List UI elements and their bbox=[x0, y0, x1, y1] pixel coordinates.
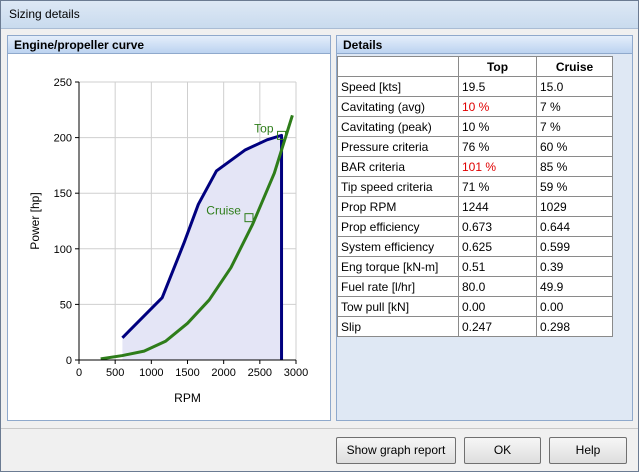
engine-propeller-chart: 0 500 1000 1500 2000 2500 3000050100150200250 … bbox=[28, 77, 308, 405]
x-tick-label: 0 bbox=[76, 367, 82, 379]
y-tick-label: 250 bbox=[54, 77, 72, 89]
engine-propeller-panel: Engine/propeller curve 0 500 1000 1500 2000 2… bbox=[7, 35, 331, 421]
row-top-value: 0.625 bbox=[458, 236, 537, 257]
row-label: Tow pull [kN] bbox=[337, 296, 459, 317]
x-axis-label: RPM bbox=[174, 391, 201, 405]
row-top-value: 80.0 bbox=[458, 276, 537, 297]
x-tick-label: 1500 bbox=[175, 367, 199, 379]
y-axis-label: Power [hp] bbox=[28, 192, 42, 249]
row-label: Cavitating (peak) bbox=[337, 116, 459, 137]
row-label: Fuel rate [l/hr] bbox=[337, 276, 459, 297]
propeller-curve-line bbox=[100, 114, 294, 361]
x-tick-label: 2000 bbox=[211, 367, 235, 379]
row-label: Prop RPM bbox=[337, 196, 459, 217]
details-row: Eng torque [kN-m] 0.51 0.39 bbox=[337, 256, 613, 277]
details-row: Fuel rate [l/hr] 80.0 49.9 bbox=[337, 276, 613, 297]
row-top-value: 0.247 bbox=[458, 316, 537, 337]
row-label: Eng torque [kN-m] bbox=[337, 256, 459, 277]
details-row: Speed [kts] 19.5 15.0 bbox=[337, 76, 613, 97]
row-cruise-value: 49.9 bbox=[536, 276, 613, 297]
row-label: System efficiency bbox=[337, 236, 459, 257]
y-tick-label: 0 bbox=[66, 355, 72, 367]
window-title: Sizing details bbox=[1, 1, 638, 29]
row-top-value: 19.5 bbox=[458, 76, 537, 97]
operating-point-label: Top bbox=[254, 121, 274, 135]
operating-point-marker bbox=[277, 130, 287, 140]
row-top-value: 71 % bbox=[458, 176, 537, 197]
details-row: Tow pull [kN] 0.00 0.00 bbox=[337, 296, 613, 317]
row-top-value: 101 % bbox=[458, 156, 537, 177]
y-tick-label: 200 bbox=[54, 133, 72, 145]
details-row: Pressure criteria 76 % 60 % bbox=[337, 136, 613, 157]
row-label: Tip speed criteria bbox=[337, 176, 459, 197]
column-header-cruise: Cruise bbox=[536, 56, 613, 77]
row-label: Slip bbox=[337, 316, 459, 337]
details-row: Prop efficiency 0.673 0.644 bbox=[337, 216, 613, 237]
x-tick-label: 2500 bbox=[248, 367, 272, 379]
details-row: Slip 0.247 0.298 bbox=[337, 316, 613, 337]
y-tick-label: 150 bbox=[54, 188, 72, 200]
y-tick-label: 50 bbox=[60, 299, 72, 311]
chart-panel-title: Engine/propeller curve bbox=[7, 35, 331, 54]
row-top-value: 0.00 bbox=[458, 296, 537, 317]
operating-point-label: Cruise bbox=[206, 204, 241, 218]
row-cruise-value: 0.644 bbox=[536, 216, 613, 237]
row-cruise-value: 15.0 bbox=[536, 76, 613, 97]
details-panel-title: Details bbox=[336, 35, 633, 54]
row-cruise-value: 0.298 bbox=[536, 316, 613, 337]
engine-curve-line bbox=[121, 133, 284, 360]
y-tick-label: 100 bbox=[54, 244, 72, 256]
row-top-value: 0.673 bbox=[458, 216, 537, 237]
help-button[interactable]: Help bbox=[549, 437, 627, 464]
details-row: Tip speed criteria 71 % 59 % bbox=[337, 176, 613, 197]
row-cruise-value: 0.599 bbox=[536, 236, 613, 257]
row-cruise-value: 7 % bbox=[536, 116, 613, 137]
column-header-top: Top bbox=[458, 56, 537, 77]
row-cruise-value: 0.00 bbox=[536, 296, 613, 317]
x-tick-label: 3000 bbox=[284, 367, 308, 379]
details-table: Top Cruise Speed [kts] 19.5 15.0 Cavitating… bbox=[337, 56, 613, 337]
details-row: Cavitating (peak) 10 % 7 % bbox=[337, 116, 613, 137]
details-row: Prop RPM 1244 1029 bbox=[337, 196, 613, 217]
row-label: Cavitating (avg) bbox=[337, 96, 459, 117]
x-tick-label: 1000 bbox=[139, 367, 163, 379]
details-row: Cavitating (avg) 10 % 7 % bbox=[337, 96, 613, 117]
show-graph-report-button[interactable]: Show graph report bbox=[336, 437, 456, 464]
details-panel: Details Top Cruise Speed [kts] 19.5 15.0 Ca… bbox=[336, 35, 633, 421]
row-cruise-value: 59 % bbox=[536, 176, 613, 197]
row-cruise-value: 85 % bbox=[536, 156, 613, 177]
row-top-value: 76 % bbox=[458, 136, 537, 157]
row-top-value: 10 % bbox=[458, 116, 537, 137]
x-tick-label: 500 bbox=[106, 367, 124, 379]
ok-button[interactable]: OK bbox=[464, 437, 541, 464]
row-label: BAR criteria bbox=[337, 156, 459, 177]
column-header-label bbox=[337, 56, 459, 77]
row-cruise-value: 7 % bbox=[536, 96, 613, 117]
row-cruise-value: 0.39 bbox=[536, 256, 613, 277]
operating-point-marker bbox=[244, 213, 254, 223]
row-label: Speed [kts] bbox=[337, 76, 459, 97]
row-top-value: 1244 bbox=[458, 196, 537, 217]
row-cruise-value: 1029 bbox=[536, 196, 613, 217]
row-top-value: 0.51 bbox=[458, 256, 537, 277]
row-label: Pressure criteria bbox=[337, 136, 459, 157]
footer-divider bbox=[1, 428, 638, 429]
row-top-value: 10 % bbox=[458, 96, 537, 117]
row-cruise-value: 60 % bbox=[536, 136, 613, 157]
details-header-row: Top Cruise bbox=[337, 56, 613, 77]
operating-envelope-fill bbox=[122, 135, 282, 360]
details-row: System efficiency 0.625 0.599 bbox=[337, 236, 613, 257]
details-row: BAR criteria 101 % 85 % bbox=[337, 156, 613, 177]
row-label: Prop efficiency bbox=[337, 216, 459, 237]
